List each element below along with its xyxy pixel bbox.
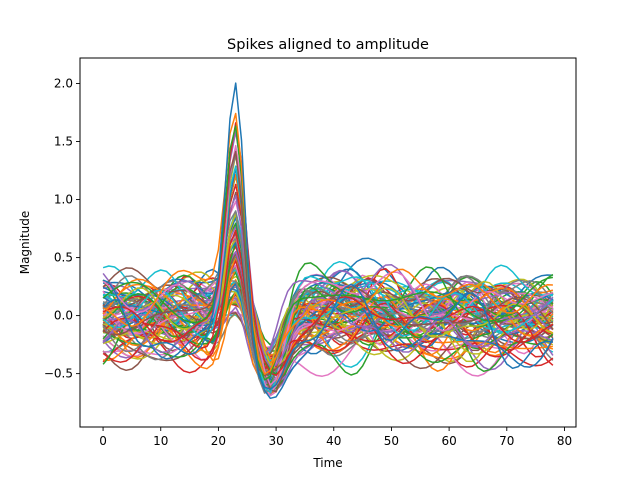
- x-tick-label: 70: [499, 434, 514, 448]
- spike-series-line: [102, 250, 554, 354]
- spike-series-line: [102, 165, 554, 394]
- y-tick-label: −0.5: [44, 367, 73, 381]
- x-tick-label: 40: [326, 434, 341, 448]
- y-tick-label: 1.0: [54, 193, 73, 207]
- y-tick-label: 0.5: [54, 251, 73, 265]
- spike-series-line: [102, 144, 554, 386]
- x-axis-label: Time: [312, 456, 342, 470]
- spike-series-line: [102, 130, 554, 368]
- y-tick-label: 2.0: [54, 77, 73, 91]
- x-tick-label: 50: [384, 434, 399, 448]
- x-axis: 0 10 20 30 40 50 60 70 80: [99, 427, 572, 448]
- y-axis-label: Magnitude: [18, 211, 32, 275]
- x-tick-label: 80: [557, 434, 572, 448]
- spike-series-line: [102, 122, 554, 377]
- spike-series-line: [103, 213, 554, 372]
- spike-series-line: [102, 183, 554, 375]
- spike-series-line: [102, 112, 553, 375]
- spike-series-line: [102, 222, 554, 386]
- x-tick-label: 60: [441, 434, 456, 448]
- x-tick-label: 30: [268, 434, 283, 448]
- spike-series-line: [102, 125, 554, 381]
- series-layer: [102, 82, 554, 400]
- spike-series-line: [102, 191, 554, 393]
- spike-series-line: [102, 225, 554, 386]
- y-tick-label: 0.0: [54, 309, 73, 323]
- x-tick-label: 10: [153, 434, 168, 448]
- spike-series-line: [102, 239, 554, 362]
- chart-title: Spikes aligned to amplitude: [227, 37, 429, 53]
- y-axis: −0.5 0.0 0.5 1.0 1.5 2.0: [44, 77, 80, 381]
- y-tick-label: 1.5: [54, 135, 73, 149]
- spike-series-line: [102, 293, 554, 374]
- plot-frame: [79, 57, 577, 428]
- spike-series-line: [102, 154, 554, 370]
- x-tick-label: 0: [99, 434, 107, 448]
- x-tick-label: 20: [211, 434, 226, 448]
- spike-series-line: [102, 82, 554, 390]
